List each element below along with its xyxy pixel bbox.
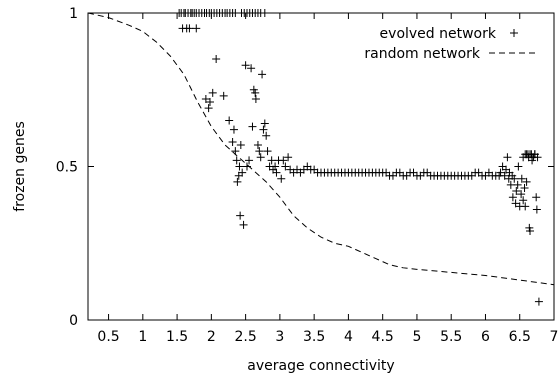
data-point [256,153,265,162]
data-point [277,174,286,183]
data-point [247,64,256,73]
data-point [520,183,529,192]
data-point [228,137,237,146]
legend-label-evolved-network: evolved network [380,26,497,42]
data-point [510,174,519,183]
data-point [517,174,526,183]
data-point [225,116,234,125]
x-tick-label: 0.5 [97,329,119,345]
plot-area-frame [87,12,555,321]
x-tick-label: 3.5 [303,329,325,345]
data-point [513,180,522,189]
data-point [272,168,281,177]
data-point [271,162,280,171]
y-axis-label: frozen genes [12,121,28,212]
data-point [284,153,293,162]
data-point [521,202,530,211]
data-point [251,88,260,97]
legend-marker-plus [510,29,518,37]
x-tick-label: 6.5 [509,329,531,345]
data-point [260,119,269,128]
data-point [236,141,245,150]
x-tick-label: 7 [550,329,558,345]
x-tick-label: 3 [275,329,284,345]
x-tick-label: 5 [412,329,421,345]
x-axis-ticks: 0.5 1 1.5 2 2.5 3 3.5 4 4.5 5 5.5 6 6.5 7 [97,13,558,345]
data-point [503,153,512,162]
series-layer [87,9,555,306]
y-tick-label: 0 [69,313,78,329]
data-point [534,297,543,306]
data-point [260,9,269,17]
data-point [245,156,254,165]
data-point [241,61,250,70]
data-point [236,211,245,220]
series-evolved-network [175,9,543,306]
data-point [248,122,257,131]
x-axis-label: average connectivity [247,358,394,374]
data-point [255,147,264,156]
data-point [533,153,542,162]
y-axis-ticks: 00.51 [56,6,554,329]
x-tick-label: 6 [481,329,490,345]
data-point [205,98,214,107]
data-point [229,125,238,134]
y-tick-label: 0.5 [56,160,78,176]
data-point [262,131,271,140]
data-point [500,171,509,180]
x-tick-label: 2.5 [234,329,256,345]
data-point [263,147,272,156]
x-tick-label: 2 [207,329,216,345]
data-point [235,162,244,171]
x-tick-label: 1 [138,329,147,345]
data-point [526,226,535,235]
data-point [259,125,268,134]
data-point [279,156,288,165]
data-point [258,70,267,79]
data-point [532,205,541,214]
data-point [185,24,194,33]
x-tick-label: 4 [344,329,353,345]
data-point [192,24,201,33]
x-tick-label: 4.5 [372,329,394,345]
data-point [204,104,213,113]
data-point [508,193,517,202]
data-point [517,190,526,199]
data-point [233,177,242,186]
data-point [219,91,228,100]
data-point [512,187,521,196]
data-point [532,193,541,202]
x-tick-label: 5.5 [440,329,462,345]
data-point [514,162,523,171]
x-tick-label: 1.5 [166,329,188,345]
data-point [239,220,248,229]
data-point [496,168,505,177]
data-point [251,94,260,103]
data-point [522,177,531,186]
data-point [267,156,276,165]
legend-label-random-network: random network [364,46,480,62]
data-point [238,168,247,177]
data-point [511,199,520,208]
data-point [212,55,221,64]
data-point [519,196,528,205]
data-point [208,88,217,97]
data-point [281,162,290,171]
series-random-network-line [87,12,555,286]
legend: evolved network random network [364,26,538,62]
y-tick-label: 1 [69,6,78,22]
legend-plus-symbol [510,29,518,37]
data-point [232,156,241,165]
data-point [506,180,515,189]
data-point [201,94,210,103]
data-point [253,141,262,150]
